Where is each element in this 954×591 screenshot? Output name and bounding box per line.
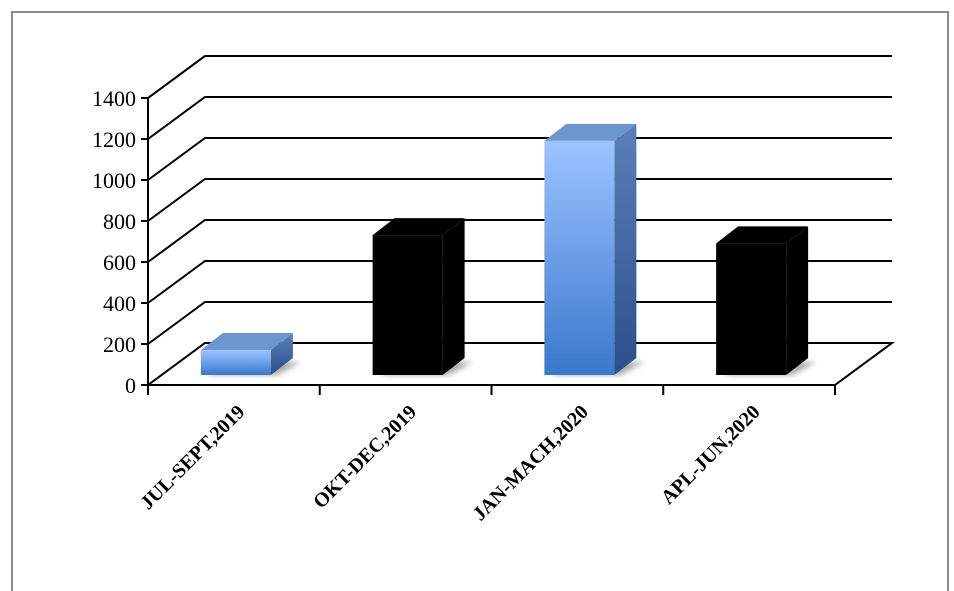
x-category-label: OKT-DEC,2019 [309, 401, 421, 513]
bar [544, 123, 645, 375]
gridline [147, 342, 892, 386]
bar-top [200, 332, 293, 350]
y-tick-label: 1000 [92, 168, 136, 193]
bar [200, 332, 301, 375]
gridline [147, 55, 892, 99]
bar [372, 218, 473, 375]
x-category-label: JUL-SEPT,2019 [136, 401, 249, 514]
y-tick-label: 1200 [92, 127, 136, 152]
y-tick-label: 800 [103, 209, 136, 234]
bar-front [200, 349, 271, 375]
bar-front [544, 140, 615, 375]
gridline [147, 96, 892, 140]
gridline [147, 301, 892, 345]
bars [200, 123, 817, 375]
bar-side [614, 123, 637, 375]
y-axis-tick-labels: 0 200 400 600 800 1000 1200 1400 [92, 86, 136, 398]
y-tick-label: 400 [103, 291, 136, 316]
bar-front [372, 235, 443, 375]
bar-side [442, 218, 465, 375]
bar [716, 226, 817, 375]
y-tick-label: 1400 [92, 86, 136, 111]
bar-top [716, 226, 809, 244]
y-tick-label: 0 [125, 373, 136, 398]
bar-side [270, 332, 293, 375]
gridline [147, 260, 892, 304]
gridline [147, 219, 892, 263]
gridlines [147, 55, 892, 386]
y-tick-label: 600 [103, 250, 136, 275]
bar-top [372, 218, 465, 236]
axes [141, 97, 836, 395]
gridline [147, 137, 892, 181]
x-axis-category-labels: JUL-SEPT,2019 OKT-DEC,2019 JAN-MACH,2020 AP… [136, 401, 764, 525]
y-tick-label: 200 [103, 332, 136, 357]
x-category-label: APL-JUN,2020 [657, 401, 765, 509]
bar-front [716, 243, 787, 375]
gridline [147, 178, 892, 222]
bar-side [786, 226, 809, 375]
x-category-label: JAN-MACH,2020 [469, 401, 593, 525]
bar-top [544, 123, 637, 141]
